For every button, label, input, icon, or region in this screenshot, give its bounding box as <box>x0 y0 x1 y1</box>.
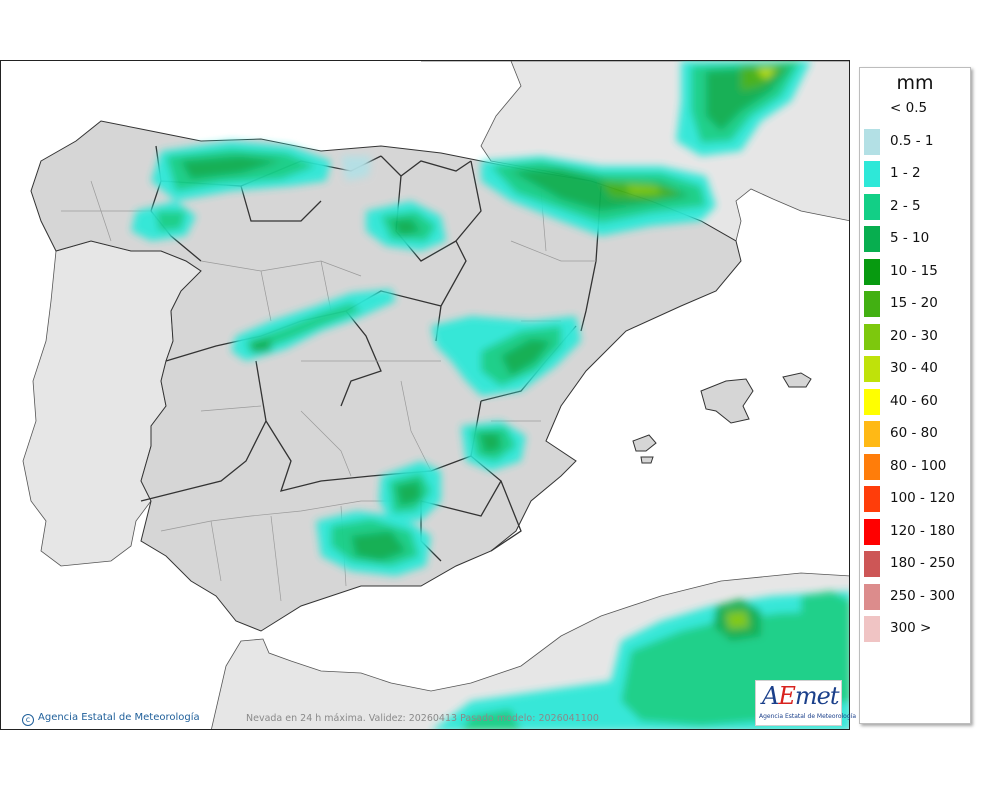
legend-label: 120 - 180 <box>890 522 955 539</box>
legend-swatch <box>864 453 880 480</box>
legend-label: 250 - 300 <box>890 587 955 604</box>
legend-label: 60 - 80 <box>890 425 938 441</box>
aemet-logo-subtitle: Agencia Estatal de Meteorología <box>759 713 856 720</box>
legend-label: < 0.5 <box>890 100 928 116</box>
legend-swatch <box>864 323 880 350</box>
legend-row: 10 - 15 <box>864 258 968 285</box>
legend-swatch <box>864 128 880 155</box>
land-ibiza <box>632 434 657 452</box>
land-menorca <box>782 372 812 388</box>
legend-label: 100 - 120 <box>890 490 955 506</box>
snowfall-map <box>0 60 850 730</box>
footnote: Nevada en 24 h máxima. Validez: 20260413… <box>246 713 599 724</box>
legend-label: 15 - 20 <box>890 295 938 311</box>
province-boundaries <box>61 180 596 602</box>
legend-swatch <box>864 616 880 642</box>
legend-label: 0.5 - 1 <box>890 132 934 149</box>
legend-swatch <box>864 486 880 512</box>
legend-label: 2 - 5 <box>890 197 921 214</box>
map-canvas <box>1 61 849 729</box>
legend: mm < 0.5 0.5 - 1 1 - 2 2 - 5 5 - 10 10 - 15 15… <box>859 67 971 724</box>
copyright-icon: c <box>22 714 34 726</box>
legend-label: 10 - 15 <box>890 262 938 279</box>
legend-row: 30 - 40 <box>864 356 968 382</box>
land-mallorca <box>700 378 754 424</box>
aemet-logo: AEmet Agencia Estatal de Meteorología <box>755 680 856 726</box>
legend-row: 60 - 80 <box>864 421 968 447</box>
legend-swatch <box>864 551 880 577</box>
land-formentera <box>640 456 654 464</box>
legend-row: 120 - 180 <box>864 518 968 545</box>
legend-label: 180 - 250 <box>890 555 955 571</box>
legend-row: 40 - 60 <box>864 388 968 415</box>
legend-row: 1 - 2 <box>864 161 968 187</box>
legend-row: 0.5 - 1 <box>864 128 968 155</box>
legend-label: 20 - 30 <box>890 327 938 344</box>
legend-swatch <box>864 96 880 122</box>
legend-swatch <box>864 258 880 285</box>
credit-text: c Agencia Estatal de Meteorología <box>22 712 200 726</box>
legend-row: < 0.5 <box>864 96 968 122</box>
legend-swatch <box>864 388 880 415</box>
legend-swatch <box>864 421 880 447</box>
credit-label: Agencia Estatal de Meteorología <box>38 712 200 723</box>
legend-label: 30 - 40 <box>890 360 938 376</box>
legend-label: 80 - 100 <box>890 457 947 474</box>
legend-row: 250 - 300 <box>864 583 968 610</box>
legend-swatch <box>864 193 880 220</box>
legend-label: 1 - 2 <box>890 165 921 181</box>
legend-swatch <box>864 226 880 252</box>
legend-label: 40 - 60 <box>890 392 938 409</box>
legend-row: 100 - 120 <box>864 486 968 512</box>
legend-unit: mm <box>896 72 934 94</box>
legend-swatch <box>864 356 880 382</box>
legend-swatch <box>864 583 880 610</box>
legend-row: 2 - 5 <box>864 193 968 220</box>
legend-row: 180 - 250 <box>864 551 968 577</box>
legend-label: 300 > <box>890 620 932 636</box>
legend-row: 5 - 10 <box>864 226 968 252</box>
legend-swatch <box>864 291 880 317</box>
legend-row: 15 - 20 <box>864 291 968 317</box>
region-boundaries <box>140 145 602 562</box>
legend-swatch <box>864 518 880 545</box>
legend-row: 20 - 30 <box>864 323 968 350</box>
legend-row: 300 > <box>864 616 968 642</box>
aemet-logo-wordmark: AEmet <box>762 682 839 710</box>
legend-label: 5 - 10 <box>890 230 930 246</box>
legend-row: 80 - 100 <box>864 453 968 480</box>
legend-swatch <box>864 161 880 187</box>
